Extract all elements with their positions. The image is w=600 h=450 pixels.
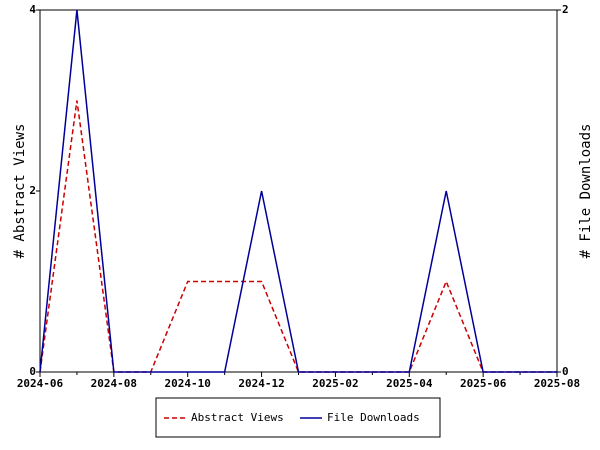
y-tick-label: 4: [29, 3, 36, 16]
x-tick-label: 2024-10: [165, 377, 211, 390]
y-tick-label: 2: [29, 184, 36, 197]
x-tick-label: 2024-06: [17, 377, 64, 390]
legend-label: Abstract Views: [191, 411, 284, 424]
plot-frame: [39, 9, 558, 373]
series-line: [39, 100, 557, 373]
x-tick-label: 2025-08: [534, 377, 580, 390]
x-tick-label: 2025-02: [312, 377, 358, 390]
y2-tick-label: 2: [562, 3, 569, 16]
legend-label: File Downloads: [327, 411, 420, 424]
y-tick-label: 0: [29, 365, 36, 378]
y-axis-label: # Abstract Views: [12, 124, 28, 259]
x-tick-label: 2024-08: [91, 377, 137, 390]
x-tick-label: 2025-04: [386, 377, 433, 390]
y2-axis-label: # File Downloads: [578, 124, 594, 259]
y2-tick-label: 0: [562, 365, 569, 378]
series-line: [39, 9, 557, 373]
x-tick-label: 2024-12: [238, 377, 284, 390]
x-tick-label: 2025-06: [460, 377, 507, 390]
legend-box: [155, 397, 441, 438]
